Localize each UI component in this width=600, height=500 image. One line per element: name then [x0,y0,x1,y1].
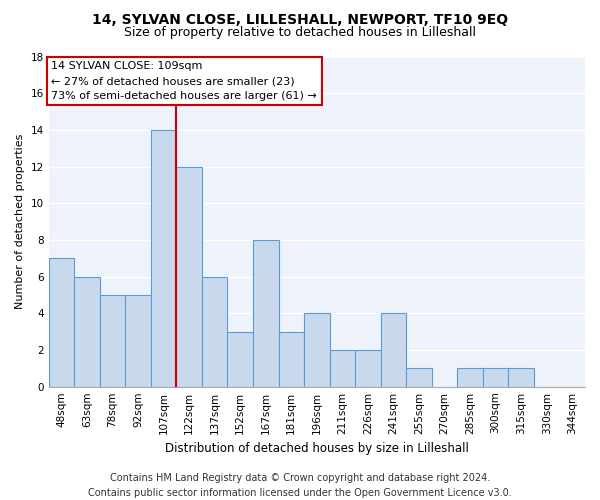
Bar [278,332,304,386]
Text: 14, SYLVAN CLOSE, LILLESHALL, NEWPORT, TF10 9EQ: 14, SYLVAN CLOSE, LILLESHALL, NEWPORT, T… [92,12,508,26]
Bar [49,258,74,386]
Bar [355,350,380,387]
Text: 14 SYLVAN CLOSE: 109sqm
← 27% of detached houses are smaller (23)
73% of semi-de: 14 SYLVAN CLOSE: 109sqm ← 27% of detache… [52,62,317,101]
Text: Size of property relative to detached houses in Lilleshall: Size of property relative to detached ho… [124,26,476,39]
Bar [508,368,534,386]
Bar [406,368,432,386]
Bar [304,314,329,386]
Bar [380,314,406,386]
X-axis label: Distribution of detached houses by size in Lilleshall: Distribution of detached houses by size … [165,442,469,455]
Bar [253,240,278,386]
Bar [74,276,100,386]
Bar [457,368,483,386]
Y-axis label: Number of detached properties: Number of detached properties [15,134,25,310]
Bar [151,130,176,386]
Bar [176,166,202,386]
Bar [100,295,125,386]
Text: Contains HM Land Registry data © Crown copyright and database right 2024.
Contai: Contains HM Land Registry data © Crown c… [88,472,512,498]
Bar [202,276,227,386]
Bar [227,332,253,386]
Bar [329,350,355,387]
Bar [125,295,151,386]
Bar [483,368,508,386]
